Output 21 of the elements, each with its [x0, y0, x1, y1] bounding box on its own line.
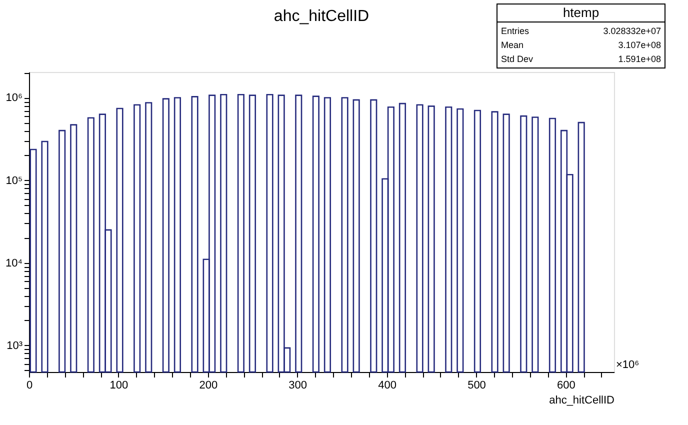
x-tick-label: 200 — [199, 380, 218, 392]
text: 1.591e+08 — [618, 54, 661, 64]
x-axis-title: ahc_hitCellID — [549, 394, 615, 406]
text: Std Dev — [501, 54, 534, 64]
x-tick-label: 300 — [288, 380, 308, 392]
text: htemp — [562, 5, 600, 20]
x-tick-label: 0 — [26, 380, 33, 392]
text: 3.028332e+07 — [603, 26, 661, 36]
y-tick-label: 10⁵ — [6, 174, 22, 187]
x-tick-label: 500 — [468, 380, 486, 392]
text: ×10⁶ — [616, 359, 640, 371]
text: Mean — [501, 40, 524, 50]
x-tick-label: 400 — [378, 380, 396, 392]
y-tick-label: 10⁴ — [6, 257, 23, 270]
x-tick-label: 100 — [110, 380, 128, 392]
text: Entries — [501, 26, 530, 36]
y-tick-label: 10⁶ — [6, 92, 22, 104]
x-tick-label: 600 — [557, 380, 576, 392]
chart-title: ahc_hitCellID — [274, 8, 370, 25]
y-tick-label: 10³ — [6, 340, 23, 352]
text: 3.107e+08 — [618, 40, 661, 50]
